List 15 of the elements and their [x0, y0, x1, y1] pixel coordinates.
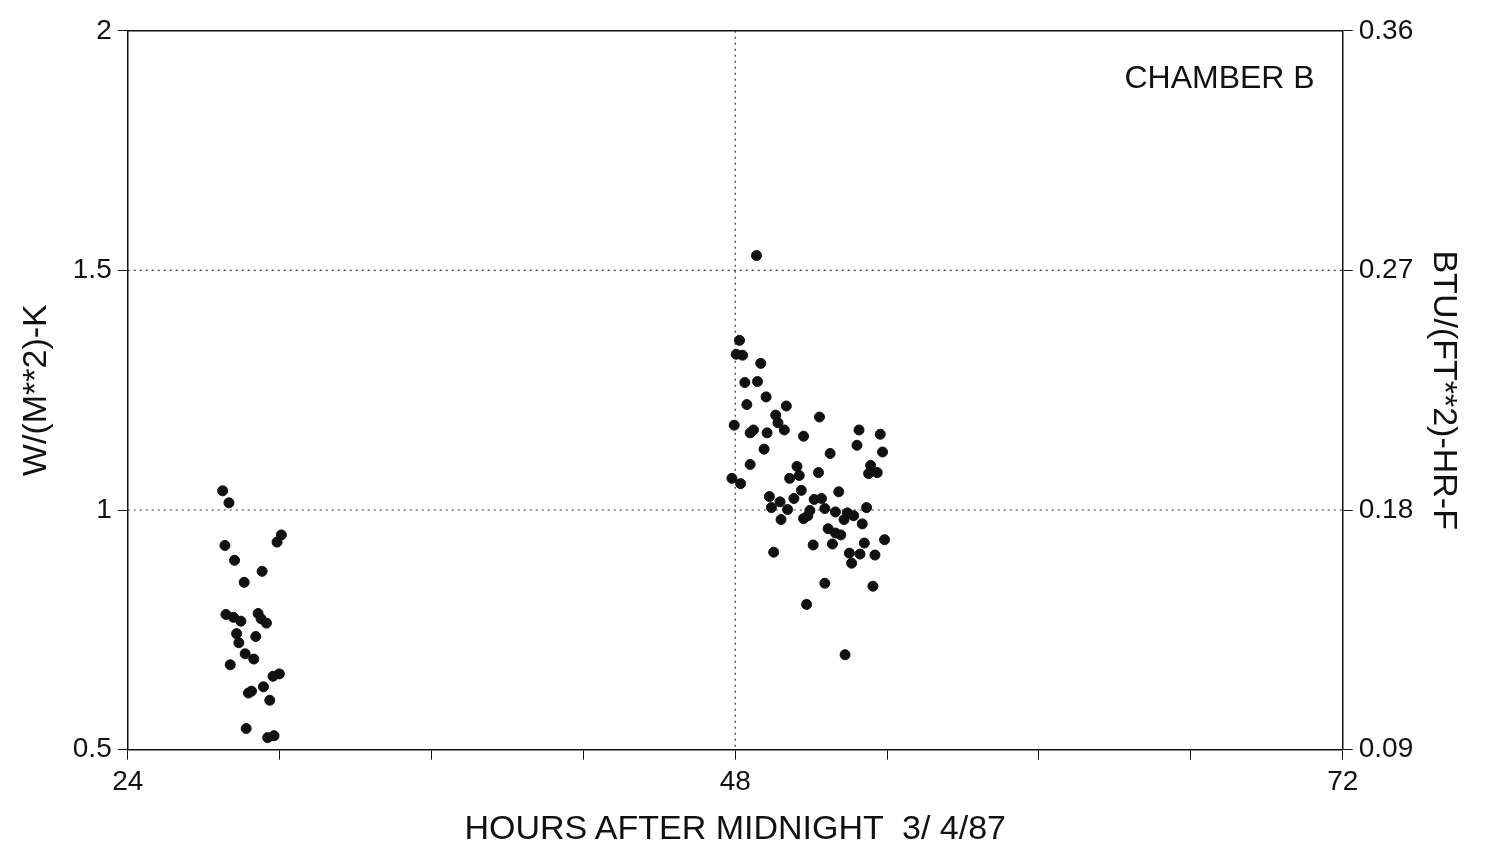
x-tick-label: 48 [719, 765, 751, 797]
y2-tick-label: 0.18 [1358, 492, 1414, 524]
y-tick-label: 2 [96, 13, 112, 45]
y2-tick-label: 0.09 [1358, 732, 1414, 764]
y2-axis-title: BTU/(FT**2)-HR-F [1427, 250, 1466, 530]
x-tick-label: 72 [1327, 765, 1359, 797]
y-tick-label: 1.5 [72, 253, 112, 285]
y-tick-label: 0.5 [72, 732, 112, 764]
y2-tick-label: 0.27 [1358, 253, 1414, 285]
y-tick-label: 1 [96, 492, 112, 524]
y2-tick-label: 0.36 [1358, 13, 1414, 45]
x-tick-label: 24 [112, 765, 144, 797]
y-axis-title: W/(M**2)-K [14, 303, 53, 477]
x-axis-title: HOURS AFTER MIDNIGHT 3/ 4/87 [464, 807, 1007, 846]
annotation: CHAMBER B [1124, 58, 1315, 95]
